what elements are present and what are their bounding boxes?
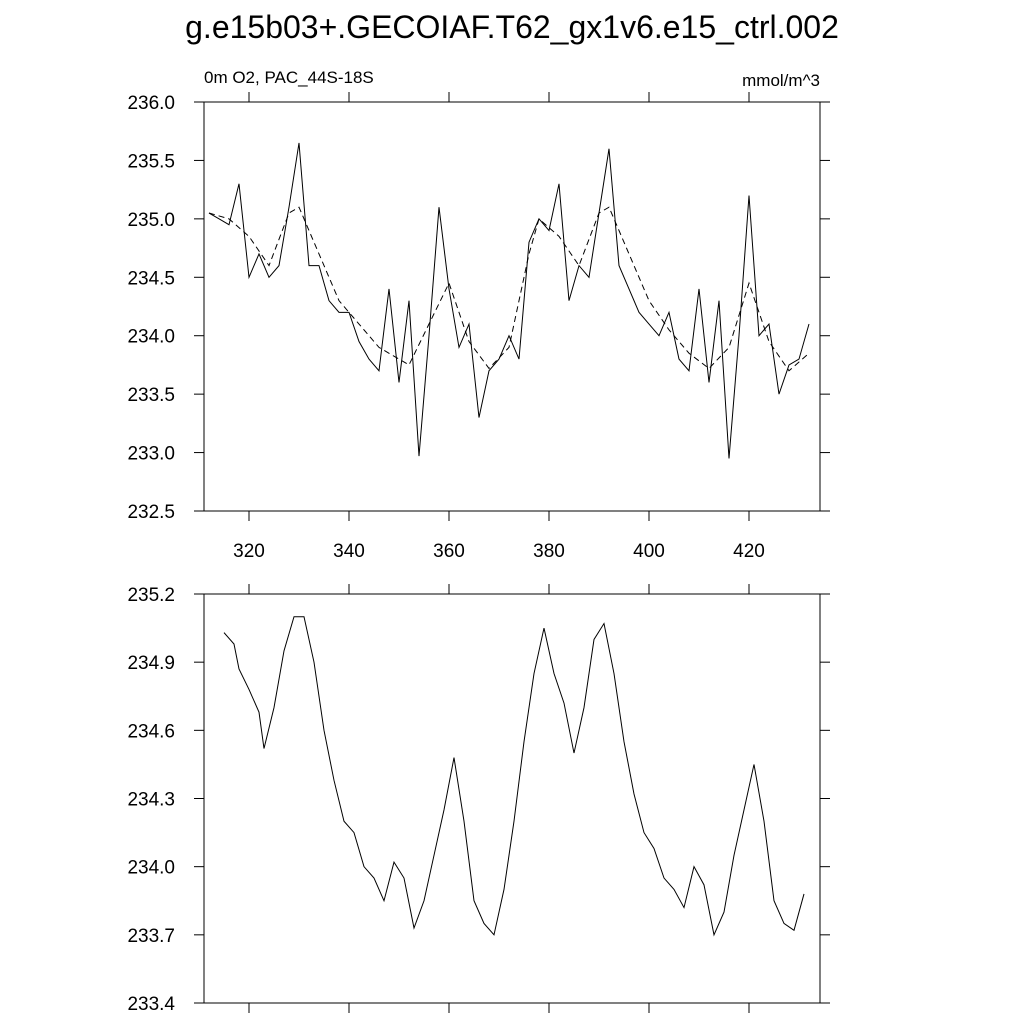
- figure-title: g.e15b03+.GECOIAF.T62_gx1v6.e15_ctrl.002: [185, 9, 839, 45]
- y-tick-label: 234.6: [127, 721, 175, 742]
- x-tick-label: 400: [633, 541, 665, 562]
- y-tick-label: 232.5: [127, 502, 175, 523]
- y-tick-label: 233.0: [127, 444, 175, 465]
- right-string: mmol/m^3: [742, 71, 820, 90]
- left-string: 0m O2, PAC_44S-18S: [204, 68, 374, 87]
- x-tick-label: 420: [733, 541, 765, 562]
- y-tick-label: 234.5: [127, 268, 175, 289]
- y-tick-label: 234.0: [127, 858, 175, 879]
- y-tick-label: 235.0: [127, 210, 175, 231]
- data-line: [208, 206, 810, 372]
- y-tick-label: 234.9: [127, 653, 175, 674]
- plot-frame: [203, 101, 821, 512]
- plot-frame: [203, 593, 821, 1004]
- x-tick-label: 320: [233, 541, 265, 562]
- x-tick-label: 380: [533, 541, 565, 562]
- y-tick-label: 234.3: [127, 790, 175, 811]
- y-tick-label: 234.0: [127, 327, 175, 348]
- y-tick-label: 236.0: [127, 93, 175, 114]
- data-line: [208, 142, 810, 459]
- y-tick-label: 235.5: [127, 151, 175, 172]
- x-tick-label: 360: [433, 541, 465, 562]
- y-tick-label: 233.4: [127, 994, 175, 1015]
- y-tick-label: 233.7: [127, 926, 175, 947]
- y-tick-label: 235.2: [127, 585, 175, 606]
- y-tick-label: 233.5: [127, 385, 175, 406]
- data-line: [223, 616, 805, 937]
- x-tick-label: 340: [333, 541, 365, 562]
